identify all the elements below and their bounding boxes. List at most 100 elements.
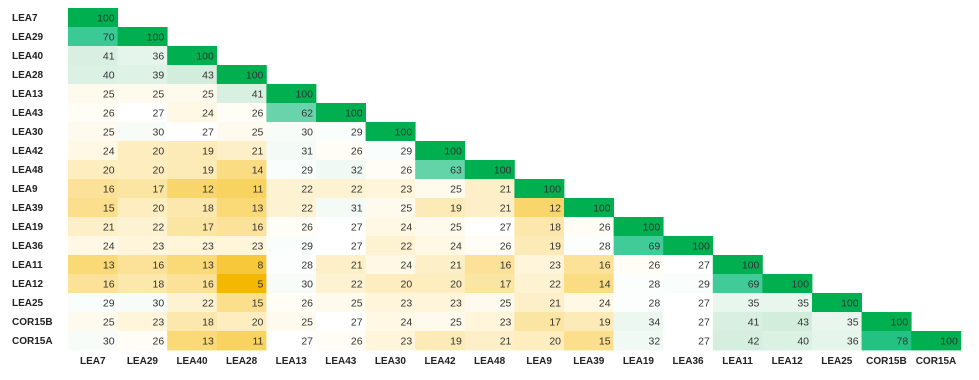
cell-value-label: 26	[351, 145, 363, 157]
cell-value-label: 29	[698, 278, 710, 290]
heatmap-cell-LEA48-LEA7	[68, 160, 118, 180]
cell-value-label: 40	[103, 69, 115, 81]
heatmap-cell-LEA25-LEA9	[514, 293, 565, 313]
heatmap-cell-LEA28-LEA40	[167, 65, 218, 85]
heatmap-cell-COR15A-LEA11	[712, 331, 763, 351]
cell-value-label: 19	[202, 164, 214, 176]
heatmap-cell-LEA36-LEA19	[613, 236, 664, 256]
cell-value-label: 17	[153, 183, 165, 195]
cell-value-label: 25	[351, 297, 363, 309]
heatmap-cell-LEA12-LEA29	[117, 274, 168, 294]
cell-value-label: 25	[450, 316, 462, 328]
heatmap-cell-LEA9-LEA9	[514, 179, 565, 199]
cell-value-label: 26	[103, 107, 115, 119]
column-label: COR15A	[916, 356, 957, 367]
heatmap-cell-LEA36-LEA13	[266, 236, 317, 256]
heatmap-cell-LEA11-LEA11	[712, 255, 763, 275]
row-label: LEA9	[12, 184, 38, 195]
heatmap-cell-COR15A-COR15B	[861, 331, 912, 351]
heatmap-cell-LEA12-LEA30	[365, 274, 416, 294]
heatmap-cell-COR15A-LEA43	[316, 331, 366, 351]
cell-value-label: 21	[252, 145, 264, 157]
cell-value-label: 31	[301, 145, 313, 157]
heatmap-cell-COR15A-LEA12	[762, 331, 813, 351]
cell-value-label: 22	[549, 278, 561, 290]
cell-value-label: 27	[301, 335, 313, 347]
cell-value-label: 22	[401, 240, 413, 252]
cell-value-label: 23	[252, 240, 264, 252]
column-label: LEA29	[127, 356, 159, 367]
heatmap-cell-LEA12-LEA39	[564, 274, 614, 294]
heatmap-cell-COR15A-LEA29	[117, 331, 168, 351]
heatmap-cell-LEA12-LEA13	[266, 274, 317, 294]
cell-value-label: 16	[202, 278, 214, 290]
heatmap-cell-LEA25-LEA11	[712, 293, 763, 313]
cell-value-label: 27	[351, 316, 363, 328]
cell-value-label: 43	[797, 316, 809, 328]
heatmap-cell-LEA9-LEA29	[117, 179, 168, 199]
heatmap-cell-LEA19-LEA9	[514, 217, 565, 237]
heatmap-cell-LEA39-LEA43	[316, 198, 366, 218]
heatmap-cell-LEA25-LEA48	[464, 293, 515, 313]
heatmap-cell-LEA42-LEA43	[316, 141, 366, 161]
cell-value-label: 29	[301, 164, 313, 176]
cell-value-label: 100	[494, 164, 512, 176]
cell-value-label: 69	[748, 278, 760, 290]
cell-value-label: 20	[252, 316, 264, 328]
heatmap-cell-LEA42-LEA40	[167, 141, 218, 161]
row-label: COR15B	[12, 317, 53, 328]
cell-value-label: 28	[649, 278, 661, 290]
cell-value-label: 26	[599, 221, 611, 233]
heatmap-cell-LEA9-LEA13	[266, 179, 317, 199]
cell-value-label: 14	[252, 164, 264, 176]
heatmap-cell-COR15A-LEA30	[365, 331, 416, 351]
heatmap-cell-LEA11-LEA42	[415, 255, 466, 275]
column-label: LEA25	[821, 356, 853, 367]
heatmap-cell-COR15B-LEA13	[266, 312, 317, 332]
cell-value-label: 26	[153, 335, 165, 347]
cell-value-label: 24	[450, 240, 462, 252]
heatmap-cell-LEA19-LEA19	[613, 217, 664, 237]
heatmap-cell-LEA30-LEA7	[68, 122, 118, 142]
cell-value-label: 100	[643, 221, 661, 233]
column-label: LEA28	[226, 356, 258, 367]
heatmap-cell-COR15B-LEA43	[316, 312, 366, 332]
cell-value-label: 100	[742, 259, 760, 271]
heatmap-cell-LEA39-LEA9	[514, 198, 565, 218]
cell-value-label: 100	[246, 69, 264, 81]
column-label: LEA36	[672, 356, 704, 367]
heatmap-cell-COR15B-LEA42	[415, 312, 466, 332]
cell-value-label: 22	[351, 183, 363, 195]
column-label: LEA7	[80, 356, 106, 367]
row-label: LEA40	[12, 51, 44, 62]
cell-value-label: 100	[543, 183, 561, 195]
column-label: LEA43	[325, 356, 357, 367]
heatmap-cell-LEA19-LEA30	[365, 217, 416, 237]
heatmap-cell-LEA19-LEA29	[117, 217, 168, 237]
row-label: LEA28	[12, 70, 44, 81]
heatmap-cell-LEA13-LEA13	[266, 84, 317, 104]
row-label: LEA11	[12, 260, 43, 271]
column-label: LEA42	[424, 356, 456, 367]
heatmap-cell-LEA39-LEA48	[464, 198, 515, 218]
row-label: LEA42	[12, 146, 44, 157]
cell-value-label: 13	[252, 202, 264, 214]
cell-value-label: 100	[593, 202, 611, 214]
cell-value-label: 15	[103, 202, 115, 214]
heatmap-cell-LEA12-LEA11	[712, 274, 763, 294]
cell-value-label: 22	[301, 183, 313, 195]
heatmap-cell-LEA25-LEA40	[167, 293, 218, 313]
cell-value-label: 69	[649, 240, 661, 252]
cell-value-label: 20	[103, 164, 115, 176]
column-label: LEA11	[722, 356, 753, 367]
heatmap-cell-LEA7-LEA7	[68, 8, 118, 28]
heatmap-cell-COR15B-LEA39	[564, 312, 614, 332]
heatmap-cell-LEA48-LEA48	[464, 160, 515, 180]
heatmap-cell-LEA43-LEA40	[167, 103, 218, 123]
cell-value-label: 26	[401, 164, 413, 176]
cell-value-label: 24	[599, 297, 611, 309]
cell-value-label: 100	[444, 145, 462, 157]
cell-value-label: 35	[748, 297, 760, 309]
heatmap-cell-LEA25-LEA36	[663, 293, 714, 313]
heatmap-cell-LEA11-LEA28	[216, 255, 267, 275]
